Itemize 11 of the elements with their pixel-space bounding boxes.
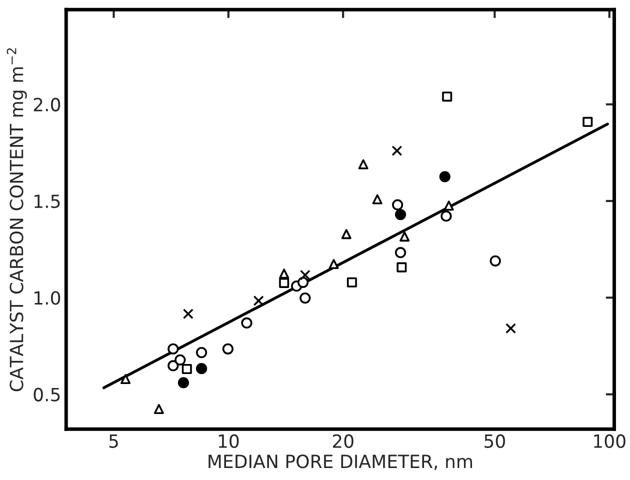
y-tick-label: 1.0: [34, 291, 60, 305]
x-axis-title: MEDIAN PORE DIAMETER, nm: [208, 454, 472, 470]
y-axis-title: CATALYST CARBON CONTENT mg m$^{−2}$: [6, 48, 27, 392]
x-tick-label: 5: [109, 434, 118, 448]
x-tick-label: 20: [332, 434, 354, 448]
x-tick-label: 50: [484, 434, 505, 448]
y-tick-label: 0.5: [34, 388, 60, 402]
x-tick-label: 10: [218, 434, 239, 448]
y-tick-label: 1.5: [34, 194, 60, 208]
y-tick-label: 2.0: [34, 98, 60, 112]
x-tick-label: 100: [594, 434, 626, 448]
